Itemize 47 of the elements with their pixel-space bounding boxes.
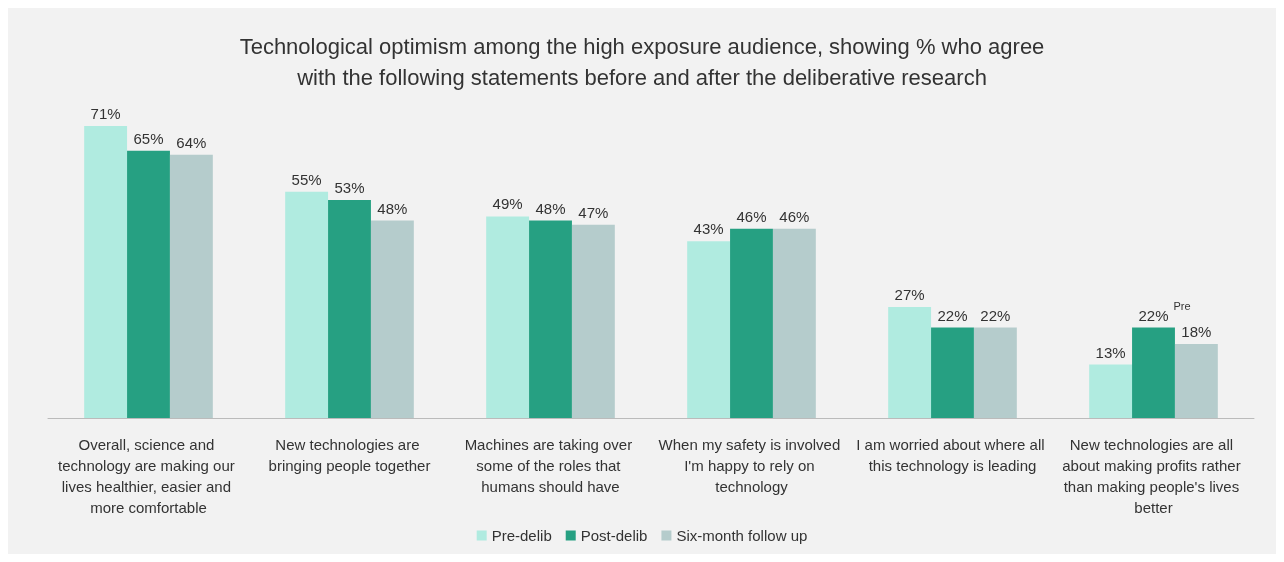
bar [571, 224, 615, 418]
data-label: 43% [693, 220, 724, 238]
legend-label: Six-month follow up [676, 527, 808, 544]
bar [730, 228, 773, 418]
bar [687, 241, 731, 418]
bar [84, 126, 128, 418]
bar [529, 220, 572, 418]
legend-label: Pre-delib [491, 527, 552, 544]
bar [1089, 364, 1133, 418]
bar [973, 327, 1017, 418]
x-tick-label: Overall, science and technology are making our lives healthier, easier and more comfortable [58, 436, 239, 516]
x-tick-label: New technologies are bringing people together [268, 436, 431, 474]
x-tick-label: When my safety is involved I'm happy to rely on technology [658, 436, 845, 495]
bar [1174, 343, 1218, 418]
bar [370, 220, 414, 418]
x-tick-label: Machines are taking over some of the roles that humans should have [464, 436, 637, 495]
data-label: 49% [492, 195, 523, 213]
bar [931, 327, 974, 418]
data-label: 22% [980, 306, 1011, 324]
data-label: 47% [578, 203, 609, 221]
data-label: 18% [1181, 322, 1212, 340]
data-label: 13% [1095, 343, 1126, 361]
data-label: 27% [894, 285, 925, 303]
bar [1132, 327, 1175, 418]
bar [285, 191, 329, 418]
annotation: Pre [1173, 300, 1191, 313]
bar [127, 150, 170, 418]
x-tick-label: New technologies are all about making profits rather than making people's lives better [1062, 436, 1245, 516]
data-label: 53% [334, 179, 365, 197]
data-label: 46% [779, 207, 810, 225]
data-label: 22% [1138, 306, 1169, 324]
data-label: 71% [90, 105, 121, 122]
data-label: 48% [535, 199, 566, 217]
chart-title: Technological optimism among the high exposure audience, showing % who agree with the following statements before and after the deliberative research [239, 34, 1045, 90]
bar [772, 228, 816, 418]
data-label: 22% [937, 306, 968, 324]
bar [328, 200, 371, 418]
data-label: 65% [133, 129, 164, 147]
data-label: 48% [377, 199, 408, 217]
data-label: 55% [291, 170, 322, 188]
bar [888, 306, 932, 418]
bar [486, 216, 530, 418]
x-tick-label: I am worried about where all this technology is leading [856, 436, 1049, 474]
bar [169, 154, 213, 418]
legend-label: Post-delib [580, 527, 648, 544]
data-label: 46% [736, 207, 767, 225]
data-label: 64% [176, 133, 207, 151]
